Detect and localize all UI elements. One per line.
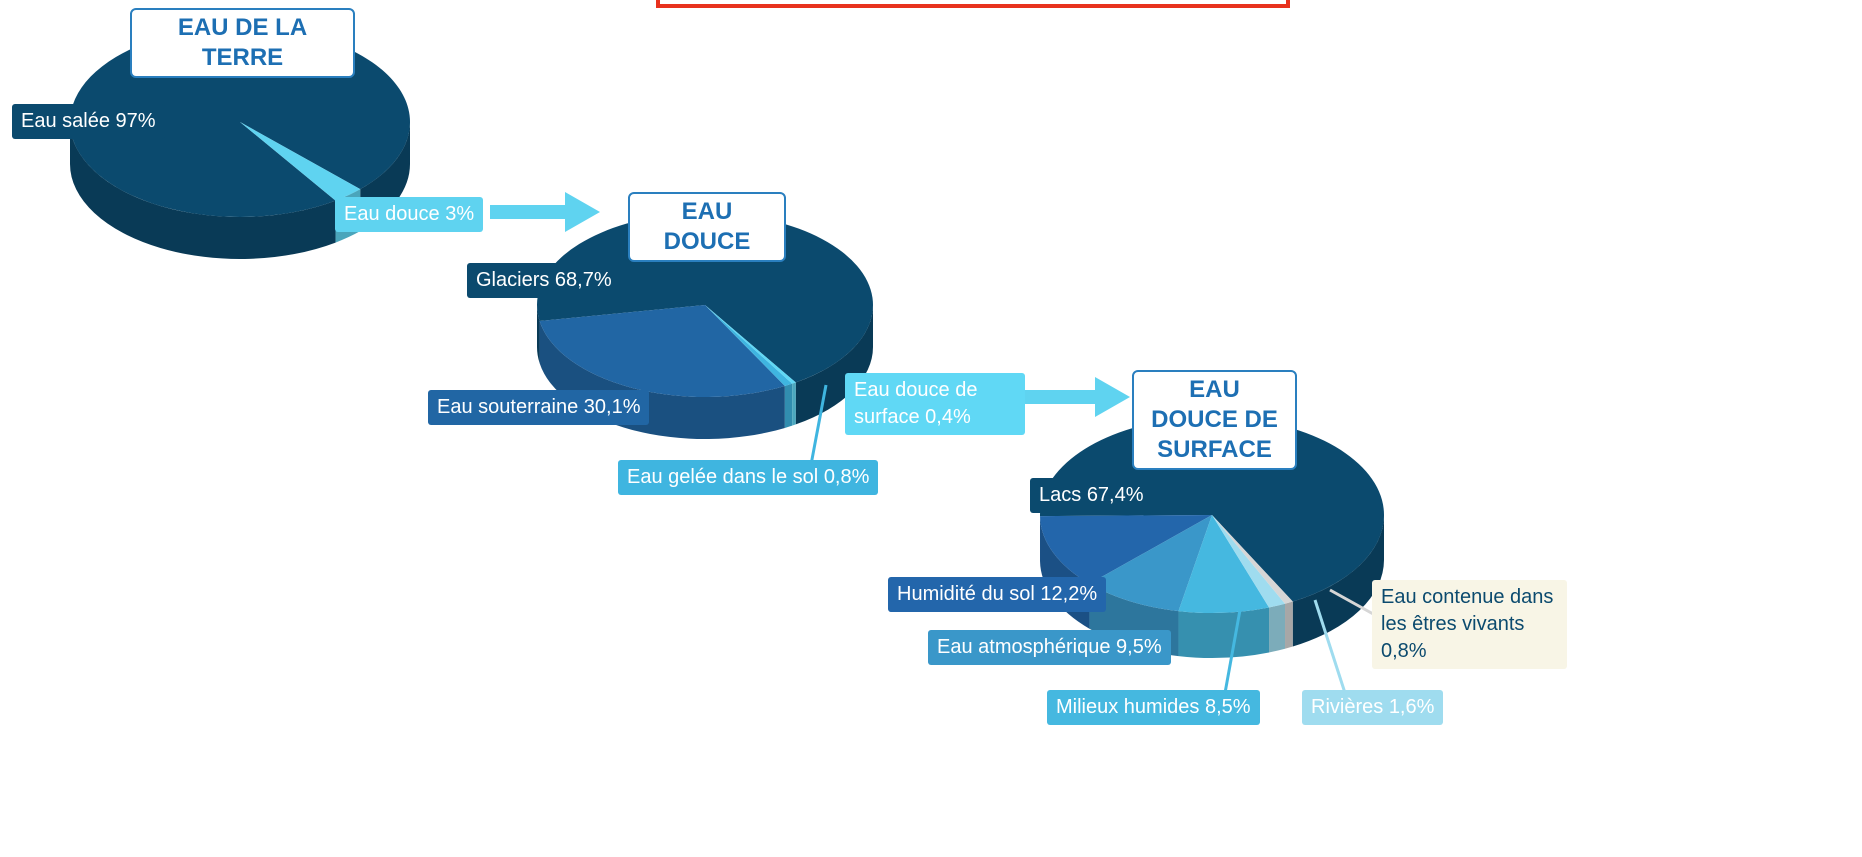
label-text: Eau contenue dans les êtres vivants bbox=[1381, 586, 1554, 635]
pie-slice bbox=[1089, 515, 1212, 612]
data-label: Eau douce 3% bbox=[335, 197, 484, 232]
data-label: Rivières 1,6% bbox=[1302, 690, 1444, 725]
data-label: Eau douce de surface 0,4% bbox=[845, 373, 1025, 435]
label-text: Glaciers bbox=[476, 269, 550, 291]
label-text: Eau salée bbox=[21, 110, 110, 132]
pie-side bbox=[70, 122, 336, 259]
pie-slice bbox=[1212, 515, 1286, 608]
label-text: 97% bbox=[115, 110, 156, 132]
label-text: Lacs bbox=[1039, 484, 1082, 506]
data-label: Eau salée 97% bbox=[12, 104, 165, 139]
chart-title: EAU DOUCE DE SURFACE bbox=[1132, 370, 1297, 470]
data-label: Eau contenue dans les êtres vivants 0,8% bbox=[1372, 580, 1567, 669]
label-text: Milieux humides bbox=[1056, 696, 1200, 718]
label-text: 68,7% bbox=[554, 269, 612, 291]
pie-slice bbox=[1040, 416, 1384, 602]
pie-slice bbox=[1040, 515, 1212, 584]
label-text: Eau atmosphérique bbox=[937, 636, 1111, 658]
label-text: EAU DOUCE DE SURFACE bbox=[1151, 376, 1278, 463]
pie-side bbox=[784, 383, 793, 428]
label-text: 0,4% bbox=[925, 406, 971, 428]
label-text: Humidité du sol bbox=[897, 583, 1035, 605]
data-label: Eau souterraine 30,1% bbox=[428, 390, 650, 425]
label-text: Eau douce bbox=[344, 203, 440, 225]
pie-side bbox=[1178, 607, 1270, 658]
label-text: 3% bbox=[445, 203, 475, 225]
highlight-box bbox=[656, 0, 1290, 8]
pie-slice bbox=[705, 305, 793, 386]
label-text: Eau gelée dans le sol bbox=[627, 466, 819, 488]
pie-side bbox=[792, 382, 796, 426]
pie-slice bbox=[240, 122, 361, 201]
label-text: EAU DOUCE bbox=[663, 198, 751, 255]
data-label: Milieux humides 8,5% bbox=[1047, 690, 1260, 725]
label-text: 0,8% bbox=[823, 466, 870, 488]
pie-side bbox=[1269, 603, 1286, 653]
label-text: 67,4% bbox=[1086, 484, 1144, 506]
pie-slice bbox=[1212, 515, 1293, 604]
pie-slice bbox=[537, 213, 874, 383]
label-text: EAU DE LA TERRE bbox=[177, 14, 308, 71]
pie-side bbox=[1292, 515, 1384, 647]
pie-slice bbox=[1178, 515, 1270, 613]
chart-title: EAU DOUCE bbox=[628, 192, 786, 262]
leader-lines bbox=[808, 384, 1376, 694]
pie-slice bbox=[705, 305, 796, 384]
label-text: 8,5% bbox=[1204, 696, 1251, 718]
data-label: Glaciers 68,7% bbox=[467, 263, 621, 298]
pie-side bbox=[1285, 601, 1293, 649]
label-text: 30,1% bbox=[583, 396, 641, 418]
chart-title: EAU DE LA TERRE bbox=[130, 8, 355, 78]
label-text: 9,5% bbox=[1116, 636, 1162, 658]
pie-side bbox=[795, 305, 874, 425]
data-label: Eau atmosphérique 9,5% bbox=[928, 630, 1171, 665]
label-text: 12,2% bbox=[1040, 583, 1098, 605]
data-label: Eau gelée dans le sol 0,8% bbox=[618, 460, 879, 495]
data-label: Humidité du sol 12,2% bbox=[888, 577, 1107, 612]
pie-slice bbox=[539, 305, 785, 397]
label-text: 1,6% bbox=[1388, 696, 1435, 718]
pie-side bbox=[537, 305, 540, 364]
label-text: Eau douce de surface bbox=[854, 379, 978, 428]
label-text: Rivières bbox=[1311, 696, 1384, 718]
data-label: Lacs 67,4% bbox=[1030, 478, 1153, 513]
label-text: Eau souterraine bbox=[437, 396, 579, 418]
label-text: 0,8% bbox=[1381, 640, 1427, 662]
arrow bbox=[490, 192, 1130, 417]
